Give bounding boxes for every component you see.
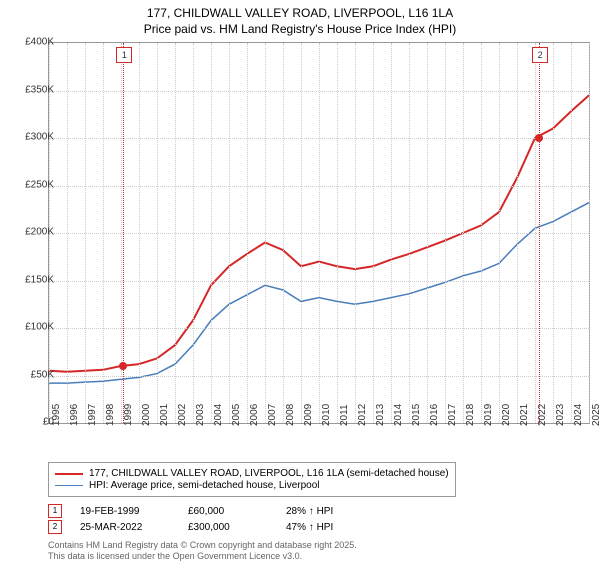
x-axis-label: 2022: [537, 404, 548, 426]
gridline-v: [355, 43, 356, 423]
sale-marker-1: 1: [48, 504, 62, 518]
x-axis-label: 1998: [105, 404, 116, 426]
gridline-v: [175, 43, 176, 423]
gridline-v: [265, 43, 266, 423]
gridline-v: [85, 43, 86, 423]
chart-container: 177, CHILDWALL VALLEY ROAD, LIVERPOOL, L…: [0, 0, 600, 560]
y-axis-label: £100K: [6, 322, 54, 333]
sale-vline: [539, 43, 540, 423]
plot-area: 12: [48, 42, 590, 424]
y-axis-label: £400K: [6, 37, 54, 48]
x-axis-label: 2001: [159, 404, 170, 426]
footnote-line-1: Contains HM Land Registry data © Crown c…: [48, 540, 357, 551]
x-axis-label: 2007: [267, 404, 278, 426]
gridline-v: [589, 43, 590, 423]
sale-date-2: 25-MAR-2022: [80, 522, 170, 533]
legend-item-1: 177, CHILDWALL VALLEY ROAD, LIVERPOOL, L…: [55, 468, 449, 479]
x-axis-label: 2024: [573, 404, 584, 426]
x-axis-label: 2006: [249, 404, 260, 426]
x-axis-label: 1995: [51, 404, 62, 426]
gridline-v: [247, 43, 248, 423]
x-axis-label: 2002: [177, 404, 188, 426]
gridline-v: [445, 43, 446, 423]
gridline-v: [535, 43, 536, 423]
x-axis-label: 2005: [231, 404, 242, 426]
gridline-v: [229, 43, 230, 423]
x-axis-label: 2020: [501, 404, 512, 426]
sale-date-1: 19-FEB-1999: [80, 506, 170, 517]
x-axis-label: 2015: [411, 404, 422, 426]
gridline-v: [373, 43, 374, 423]
sale-price-2: £300,000: [188, 522, 268, 533]
title-line-2: Price paid vs. HM Land Registry's House …: [0, 22, 600, 38]
gridline-v: [499, 43, 500, 423]
sale-price-1: £60,000: [188, 506, 268, 517]
sale-marker-box: 2: [532, 47, 548, 63]
x-axis-label: 2000: [141, 404, 152, 426]
x-axis-label: 2013: [375, 404, 386, 426]
x-axis-label: 2010: [321, 404, 332, 426]
gridline-v: [301, 43, 302, 423]
gridline-v: [337, 43, 338, 423]
y-axis-label: £0: [6, 417, 54, 428]
x-axis-label: 2008: [285, 404, 296, 426]
gridline-v: [319, 43, 320, 423]
sale-hpi-2: 47% ↑ HPI: [286, 522, 333, 533]
x-axis-label: 2023: [555, 404, 566, 426]
gridline-v: [157, 43, 158, 423]
x-axis-label: 1996: [69, 404, 80, 426]
x-axis-label: 2012: [357, 404, 368, 426]
legend-swatch-2: [55, 485, 83, 486]
footnote: Contains HM Land Registry data © Crown c…: [48, 540, 357, 562]
sale-row-2: 2 25-MAR-2022 £300,000 47% ↑ HPI: [48, 520, 333, 534]
sale-dot: [535, 134, 543, 142]
sale-marker-box: 1: [116, 47, 132, 63]
gridline-v: [139, 43, 140, 423]
legend-label-2: HPI: Average price, semi-detached house,…: [89, 480, 320, 491]
y-axis-label: £250K: [6, 179, 54, 190]
gridline-v: [103, 43, 104, 423]
sales-table: 1 19-FEB-1999 £60,000 28% ↑ HPI 2 25-MAR…: [48, 502, 333, 536]
gridline-v: [211, 43, 212, 423]
gridline-v: [409, 43, 410, 423]
y-axis-label: £150K: [6, 274, 54, 285]
gridline-v: [463, 43, 464, 423]
gridline-v: [391, 43, 392, 423]
x-axis-label: 1999: [123, 404, 134, 426]
y-axis-label: £350K: [6, 84, 54, 95]
y-axis-label: £300K: [6, 132, 54, 143]
gridline-v: [193, 43, 194, 423]
legend-item-2: HPI: Average price, semi-detached house,…: [55, 480, 449, 491]
y-axis-label: £50K: [6, 369, 54, 380]
x-axis-label: 2011: [339, 404, 350, 426]
sale-row-1: 1 19-FEB-1999 £60,000 28% ↑ HPI: [48, 504, 333, 518]
chart-title: 177, CHILDWALL VALLEY ROAD, LIVERPOOL, L…: [0, 0, 600, 37]
y-axis-label: £200K: [6, 227, 54, 238]
sale-hpi-1: 28% ↑ HPI: [286, 506, 333, 517]
x-axis-label: 2021: [519, 404, 530, 426]
x-axis-label: 2016: [429, 404, 440, 426]
x-axis-label: 2019: [483, 404, 494, 426]
gridline-v: [553, 43, 554, 423]
legend-label-1: 177, CHILDWALL VALLEY ROAD, LIVERPOOL, L…: [89, 468, 449, 479]
gridline-v: [517, 43, 518, 423]
gridline-v: [427, 43, 428, 423]
x-axis-label: 1997: [87, 404, 98, 426]
x-axis-label: 2014: [393, 404, 404, 426]
gridline-v: [481, 43, 482, 423]
gridline-v: [283, 43, 284, 423]
x-axis-label: 2017: [447, 404, 458, 426]
x-axis-label: 2025: [591, 404, 600, 426]
title-line-1: 177, CHILDWALL VALLEY ROAD, LIVERPOOL, L…: [0, 6, 600, 22]
x-axis-label: 2009: [303, 404, 314, 426]
legend: 177, CHILDWALL VALLEY ROAD, LIVERPOOL, L…: [48, 462, 456, 497]
gridline-v: [571, 43, 572, 423]
sale-dot: [119, 362, 127, 370]
sale-marker-2: 2: [48, 520, 62, 534]
legend-swatch-1: [55, 473, 83, 475]
gridline-v: [67, 43, 68, 423]
x-axis-label: 2003: [195, 404, 206, 426]
x-axis-label: 2018: [465, 404, 476, 426]
x-axis-label: 2004: [213, 404, 224, 426]
